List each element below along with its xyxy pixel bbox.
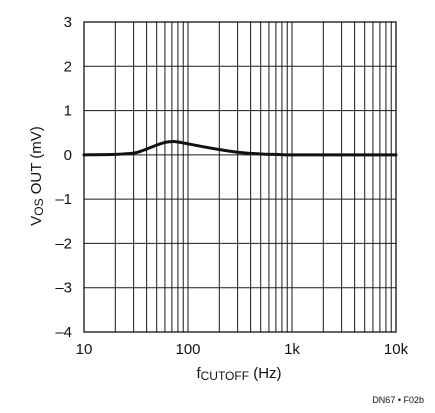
figure-code: DN67 • F02b [372,395,424,405]
y-tick-label: 1 [64,103,72,120]
y-tick-labels: 3 2 1 0 –1 –2 –3 –4 [55,14,72,341]
y-tick-label: –3 [55,280,72,297]
y-tick-label: 0 [64,147,72,164]
y-tick-label: –2 [55,235,72,252]
grid [83,21,396,333]
y-tick-label: 2 [64,58,72,75]
x-tick-label: 1k [284,341,300,358]
y-axis-label: VOS OUT (mV) [28,126,46,226]
x-axis-label: fCUTOFF (Hz) [196,365,281,383]
x-tick-label: 10 [76,341,93,358]
plot-frame [83,21,397,333]
y-tick-label: –1 [55,191,72,208]
y-tick-label: 3 [64,14,72,31]
y-tick-label: –4 [55,324,72,341]
x-tick-labels: 10 100 1k 10k [76,341,409,358]
series-line [82,140,398,157]
x-tick-label: 10k [384,341,409,358]
x-tick-label: 100 [175,341,200,358]
